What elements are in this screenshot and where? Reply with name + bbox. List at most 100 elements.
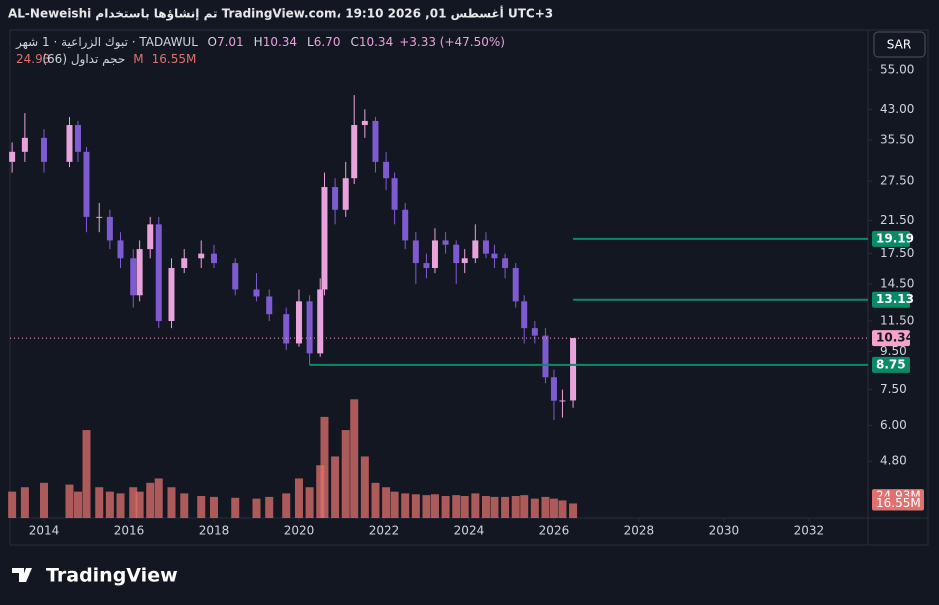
legend-ohlc-value: 6.70 — [314, 35, 341, 49]
x-tick-label: 2032 — [794, 524, 825, 538]
legend-volume-row: حجم تداول (66)24.93M 16.55M — [16, 52, 196, 67]
legend-ohlc-label: C — [350, 35, 358, 49]
legend-ohlc-value: 10.34 — [359, 35, 393, 49]
volume-bar — [116, 493, 125, 518]
y-tick-label: 9.50 — [880, 344, 907, 358]
candle-body — [502, 258, 509, 269]
volume-bar — [282, 493, 291, 518]
volume-bar — [441, 496, 450, 518]
volume-bar — [411, 494, 420, 518]
y-tick-label: 14.50 — [880, 276, 914, 290]
candle-body — [136, 249, 143, 296]
y-tick-label: 55.00 — [880, 62, 914, 76]
candle-body — [321, 187, 328, 290]
volume-bar — [490, 496, 499, 518]
volume-bar — [252, 498, 261, 518]
candle-body — [412, 240, 419, 264]
volume-bar — [371, 482, 380, 518]
candle-body — [402, 209, 409, 241]
candle — [461, 249, 468, 274]
volume-bar — [382, 487, 391, 518]
candle — [412, 232, 419, 284]
y-tick-label: 11.50 — [880, 314, 914, 328]
candle — [559, 389, 566, 418]
candle-body — [66, 125, 73, 162]
logo-text: TradingView — [46, 565, 178, 587]
candle — [383, 151, 390, 191]
candle — [253, 273, 260, 302]
level-tag — [872, 291, 910, 308]
last-price-label: 10.34 — [876, 331, 914, 345]
footer-logo: TradingView — [12, 565, 178, 587]
volume-bar — [167, 487, 176, 518]
volume-bar — [511, 496, 520, 518]
level-label: 8.75 — [876, 357, 906, 371]
currency-label[interactable]: SAR — [887, 38, 911, 52]
candle — [342, 161, 349, 217]
volume-bar — [231, 497, 240, 518]
candle-body — [531, 328, 538, 336]
volume-bar — [501, 496, 510, 518]
candle-body — [21, 137, 28, 152]
candle-body — [181, 258, 188, 269]
candle — [372, 116, 379, 173]
candle-body — [521, 301, 528, 329]
volume-bar — [39, 482, 48, 518]
candle — [168, 258, 175, 329]
candle-body — [210, 253, 217, 264]
candle-body — [40, 137, 47, 162]
legend-volume-value: 16.55M — [152, 52, 197, 66]
volume-bar — [549, 498, 558, 518]
candle — [502, 253, 509, 279]
legend-symbol: تبوك الزراعية · 1 شهر · TADAWUL — [15, 35, 198, 50]
x-tick-label: 2016 — [114, 524, 145, 538]
y-tick-label: 7.50 — [880, 382, 907, 396]
legend-ohlc-label: O — [207, 35, 216, 49]
volume-bar — [452, 495, 461, 518]
volume-bar — [320, 416, 329, 518]
level-label: 19.19 — [876, 231, 914, 245]
candle — [83, 147, 90, 233]
x-tick-label: 2028 — [624, 524, 655, 538]
candle-body — [83, 151, 90, 217]
candle — [106, 209, 113, 250]
currency-button[interactable]: SAR — [873, 31, 926, 58]
legend-ohlc-label: L — [307, 35, 314, 49]
candle — [136, 240, 143, 302]
candle — [453, 240, 460, 284]
volume-bar — [471, 493, 480, 518]
candle-body — [570, 338, 577, 401]
volume-bar — [105, 491, 114, 518]
candle — [442, 232, 449, 254]
volume-bar — [316, 465, 325, 518]
candle-body — [461, 258, 468, 264]
volume-tag-label: 16.55M — [876, 496, 921, 510]
candle-body — [266, 296, 273, 315]
volume-bar — [20, 487, 29, 518]
y-tick-label: 43.00 — [880, 102, 914, 116]
x-tick-label: 2020 — [284, 524, 315, 538]
candle — [117, 232, 124, 269]
candle — [283, 307, 290, 350]
candle — [96, 202, 103, 233]
candle-body — [317, 289, 324, 354]
volume-bar — [265, 496, 274, 518]
candle-body — [383, 161, 390, 179]
y-tick-label: 35.50 — [880, 133, 914, 147]
candle-body — [372, 120, 379, 162]
candle — [351, 95, 358, 185]
volume-bar — [154, 478, 163, 518]
x-tick-label: 2024 — [454, 524, 485, 538]
candle-body — [512, 268, 519, 302]
legend-ohlc-value: 10.34 — [263, 35, 297, 49]
candle — [66, 116, 73, 168]
candle — [570, 338, 577, 408]
candle-body — [147, 224, 154, 250]
candle — [391, 172, 398, 225]
candle — [531, 321, 538, 344]
volume-bar — [209, 496, 218, 518]
currency-box[interactable] — [873, 31, 926, 58]
candle — [295, 289, 302, 347]
